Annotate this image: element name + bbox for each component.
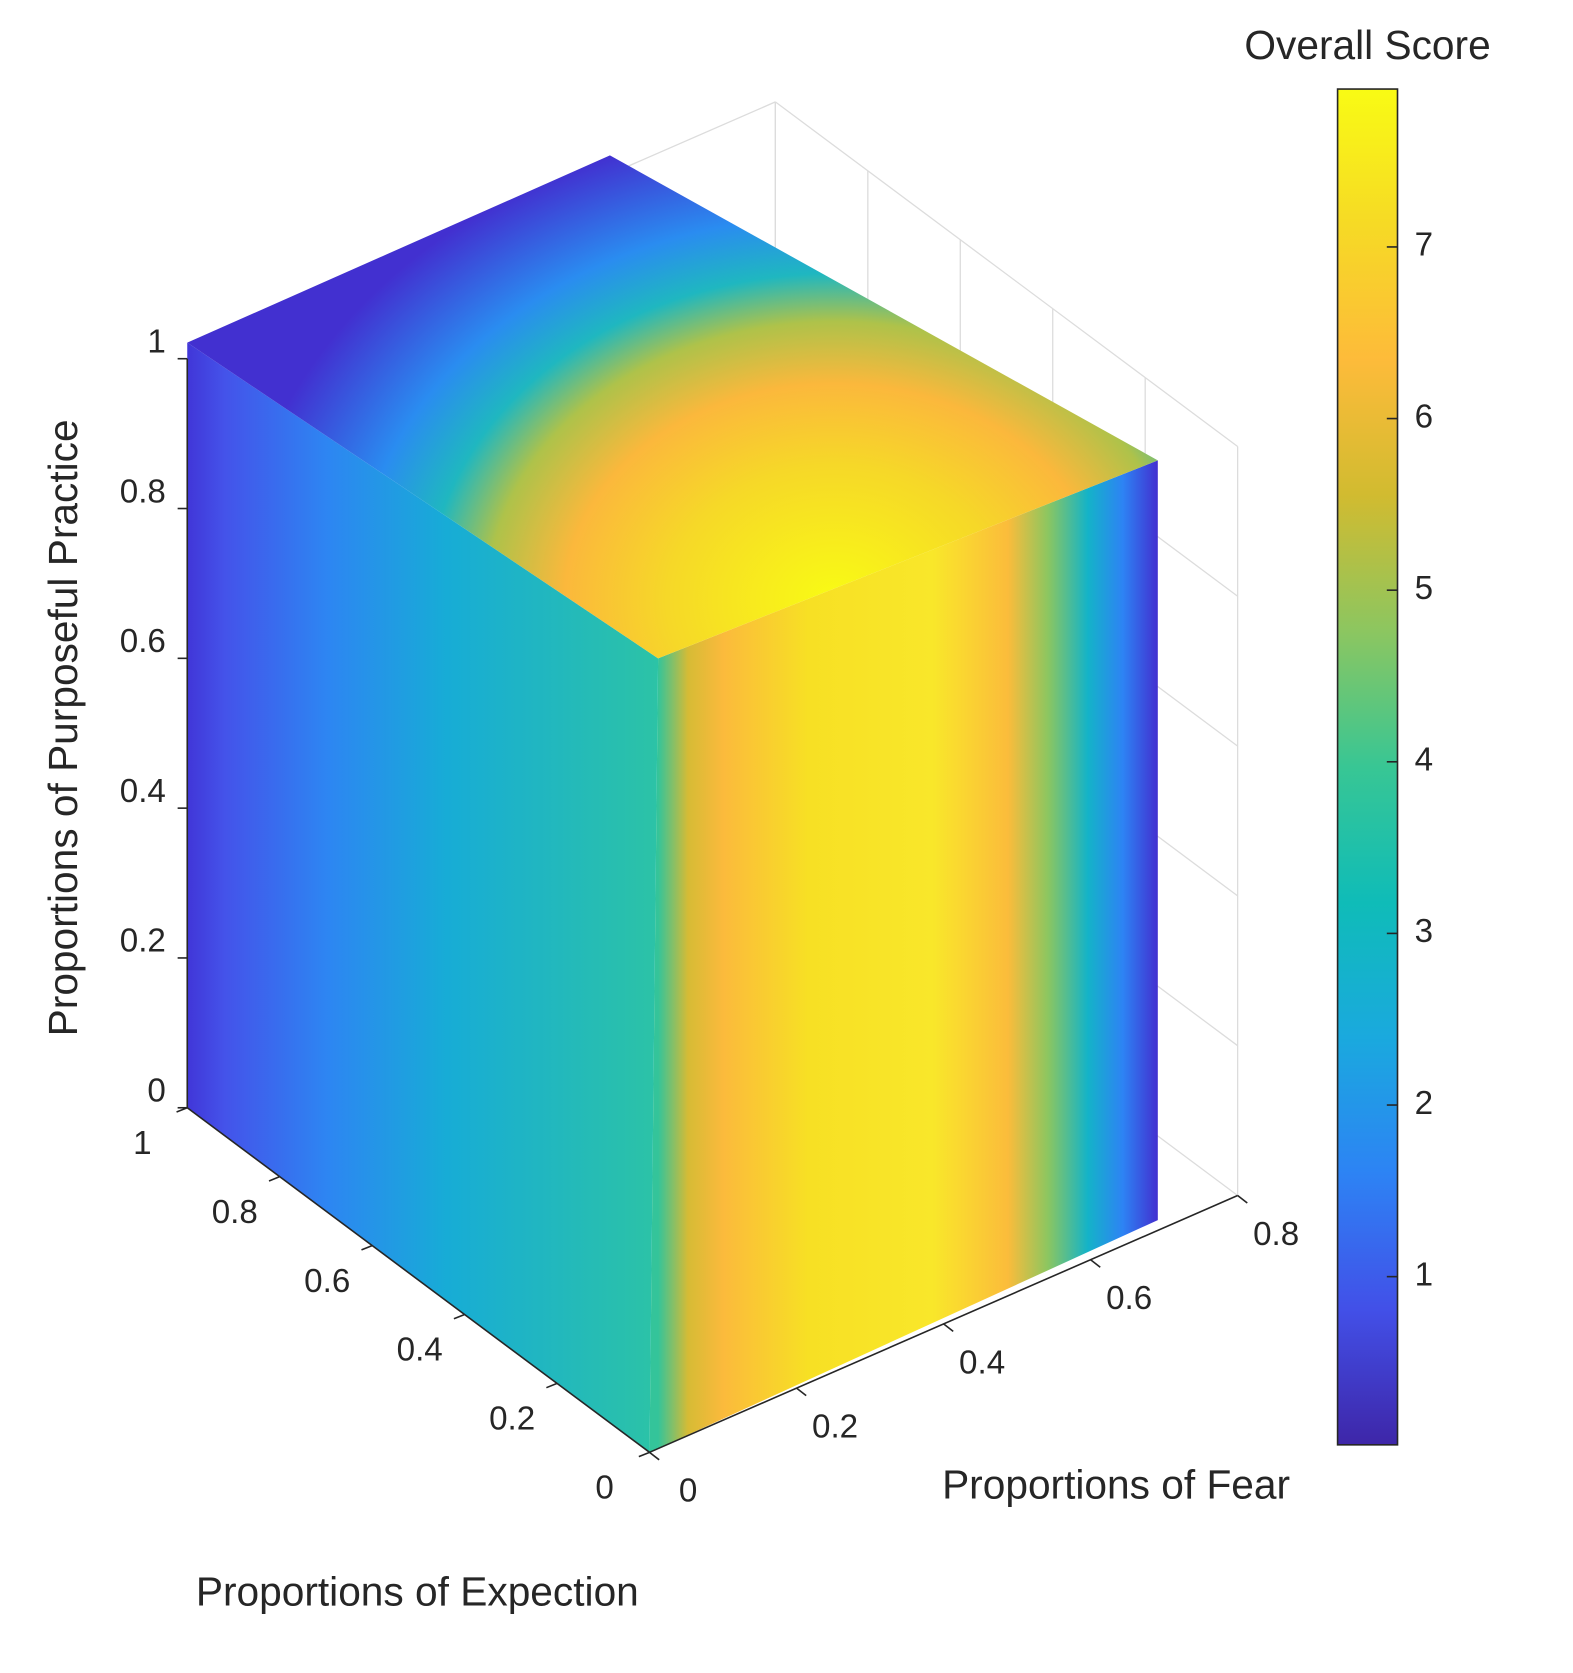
y-tick-label: 0.4	[397, 1332, 443, 1369]
volume	[187, 155, 1158, 1453]
z-tick-label: 0	[147, 1073, 165, 1110]
x-tick	[1237, 1194, 1248, 1204]
x-tick	[649, 1451, 660, 1461]
y-axis	[186, 1107, 651, 1453]
colorbar-tick-label: 4	[1415, 742, 1433, 779]
colorbar-tick-label: 2	[1415, 1085, 1433, 1122]
y-axis-label: Proportions of Expection	[196, 1568, 639, 1614]
z-tick-label: 1	[147, 323, 165, 360]
z-tick-label: 0.8	[120, 473, 166, 510]
y-tick	[268, 1175, 281, 1182]
x-tick-label: 0	[679, 1473, 697, 1510]
colorbar-tick-label: 7	[1415, 227, 1433, 264]
z-axis-label: Proportions of Purposeful Practice	[40, 419, 86, 1036]
z-tick-label: 0.2	[120, 923, 166, 960]
colorbar-tick-label: 5	[1415, 570, 1433, 607]
x-tick-label: 0.8	[1253, 1216, 1299, 1253]
x-tick	[943, 1323, 954, 1333]
volume-face-top	[187, 155, 1158, 659]
z-tick-label: 0.4	[120, 773, 166, 810]
x-tick-label: 0.2	[812, 1409, 858, 1446]
colorbar	[1336, 88, 1399, 1446]
z-tick-label: 0.6	[120, 623, 166, 660]
colorbar-title: Overall Score	[1244, 22, 1490, 68]
colorbar-tick-label: 1	[1415, 1256, 1433, 1293]
volume-face-left	[187, 342, 659, 1453]
y-tick	[638, 1451, 650, 1458]
y-tick-label: 0.8	[212, 1194, 258, 1231]
y-tick-label: 0	[595, 1470, 613, 1507]
y-tick-label: 1	[133, 1125, 151, 1162]
grid-line	[774, 101, 1239, 447]
axes: 0 0.2 0.4 0.6 0.8 0 0.2 0.4 0.6 0.8 1 0 0.2 0.4 0.6 0.8…	[120, 323, 1299, 1509]
x-tick-label: 0.4	[959, 1344, 1005, 1381]
colorbar-tick-label: 3	[1415, 913, 1433, 950]
x-axis-label: Proportions of Fear	[942, 1461, 1290, 1507]
x-tick-label: 0.6	[1106, 1280, 1152, 1317]
y-tick	[453, 1313, 465, 1320]
colorbar-tick-label: 6	[1415, 398, 1433, 435]
y-tick	[361, 1244, 373, 1251]
x-tick	[1090, 1259, 1101, 1268]
x-tick	[796, 1387, 807, 1397]
y-tick-label: 0.2	[489, 1401, 535, 1438]
y-tick	[546, 1382, 558, 1389]
volume-face-right	[649, 460, 1158, 1453]
y-tick-label: 0.6	[304, 1263, 350, 1300]
